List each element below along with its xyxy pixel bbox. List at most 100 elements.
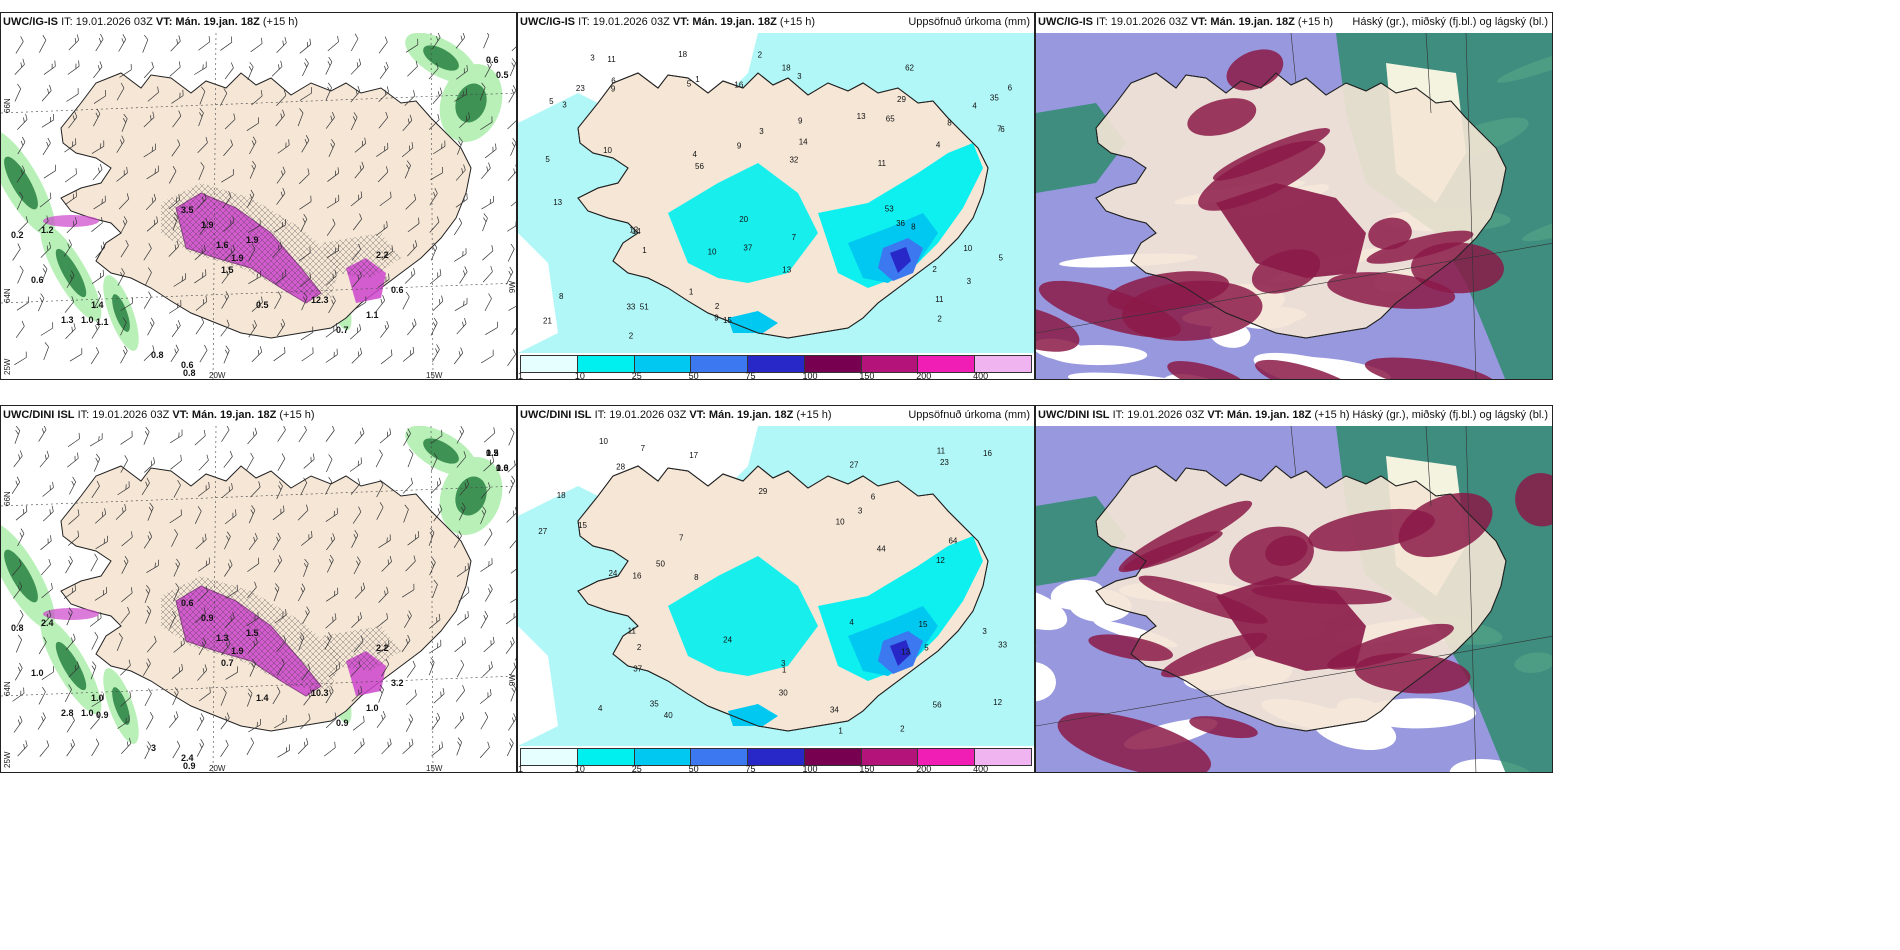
precip-value-label: 4 bbox=[849, 618, 854, 627]
wind-barb bbox=[454, 297, 468, 312]
wind-barb bbox=[146, 216, 158, 232]
wind-barb bbox=[508, 713, 516, 731]
precip-value-label: 16 bbox=[983, 449, 992, 458]
wind-barb bbox=[199, 218, 209, 235]
wind-barb bbox=[171, 139, 181, 157]
wind-barb bbox=[39, 450, 50, 468]
wind-barb bbox=[326, 587, 339, 602]
hatched-area bbox=[161, 183, 341, 298]
panel-header: UWC/IG-IS IT: 19.01.2026 03Z VT: Mán. 19… bbox=[520, 16, 816, 28]
colorbar-tick: 50 bbox=[688, 764, 699, 773]
wind-barb bbox=[402, 114, 413, 132]
wind-barb bbox=[249, 658, 256, 677]
wind-value-label: 1.6 bbox=[216, 240, 229, 250]
wind-barb bbox=[246, 612, 259, 627]
precip-value-label: 17 bbox=[689, 451, 698, 460]
wind-barb bbox=[456, 451, 467, 468]
lon-label: 20W bbox=[209, 764, 226, 773]
wind-barb bbox=[40, 322, 54, 336]
wind-barb bbox=[378, 111, 389, 129]
wind-value-label: 1.0 bbox=[81, 708, 94, 718]
wind-barb bbox=[117, 268, 125, 286]
wind-speed-area bbox=[423, 438, 459, 464]
wind-barb bbox=[95, 33, 104, 52]
wind-barb bbox=[116, 166, 128, 182]
wind-barb bbox=[457, 610, 469, 626]
wind-barb bbox=[403, 428, 411, 446]
wind-barb bbox=[221, 291, 229, 309]
precip-value-label: 5 bbox=[998, 253, 1003, 262]
mid-cloud bbox=[1167, 361, 1250, 379]
wind-barb bbox=[327, 167, 339, 182]
wind-barb bbox=[198, 637, 207, 655]
precip-value-label: 10 bbox=[963, 244, 972, 253]
wind-barb bbox=[195, 533, 207, 550]
lon-label: 9W bbox=[508, 281, 517, 293]
wind-barb bbox=[194, 429, 206, 446]
wind-barb bbox=[430, 242, 438, 261]
wind-barb bbox=[37, 712, 46, 730]
wind-barb bbox=[432, 344, 440, 362]
coastline bbox=[577, 72, 989, 339]
wind-barb bbox=[94, 587, 108, 601]
wind-barb bbox=[325, 507, 338, 522]
wind-barb bbox=[199, 344, 208, 363]
wind-barb bbox=[67, 530, 80, 546]
wind-barb bbox=[248, 270, 261, 285]
wind-barb bbox=[41, 84, 52, 102]
wind-barb bbox=[325, 56, 333, 75]
wind-barb bbox=[142, 34, 149, 53]
wind-barb bbox=[381, 245, 394, 261]
wind-value-label: 0.6 bbox=[496, 463, 509, 473]
wind-barb bbox=[376, 640, 390, 655]
wind-barb bbox=[274, 715, 287, 729]
wind-value-label: 0.9 bbox=[96, 710, 109, 720]
wind-barb bbox=[69, 348, 83, 362]
wind-barb bbox=[505, 636, 515, 654]
wind-barb bbox=[90, 553, 98, 572]
precip-value-label: 2 bbox=[629, 331, 634, 340]
colorbar-swatch bbox=[691, 749, 749, 765]
wind-barb bbox=[507, 348, 516, 366]
wind-barb bbox=[225, 584, 238, 599]
wind-value-label: 0.7 bbox=[221, 658, 234, 668]
colorbar-tick: 400 bbox=[973, 764, 989, 773]
wind-barb bbox=[95, 535, 108, 550]
wind-barb bbox=[14, 426, 21, 444]
mid-cloud bbox=[1327, 623, 1454, 670]
colorbar-swatch bbox=[634, 749, 692, 765]
wind-barb bbox=[325, 82, 332, 101]
precip-value-label: 3 bbox=[590, 54, 595, 63]
coastline bbox=[577, 465, 989, 732]
wind-barb bbox=[116, 633, 123, 652]
wind-barb bbox=[65, 555, 73, 574]
wind-barb bbox=[327, 35, 339, 52]
wind-barb bbox=[403, 504, 409, 523]
wind-barb bbox=[274, 291, 282, 310]
wind-barb bbox=[300, 326, 314, 341]
wind-barb bbox=[221, 638, 231, 656]
wind-barb bbox=[221, 426, 230, 442]
wind-barb bbox=[249, 136, 257, 155]
wind-barb bbox=[428, 62, 439, 80]
wind-barb bbox=[248, 243, 256, 262]
wind-barb bbox=[221, 266, 231, 284]
wind-barb bbox=[326, 244, 339, 259]
precip-value-label: 37 bbox=[743, 244, 752, 253]
wind-barb bbox=[431, 712, 441, 731]
precip-value-label: 62 bbox=[905, 63, 914, 72]
precip-value-label: 23 bbox=[576, 84, 585, 93]
wind-barb bbox=[455, 33, 466, 49]
colorbar-swatch bbox=[521, 749, 578, 765]
wind-barb bbox=[67, 432, 80, 448]
precip-map: 1212231114612635119104527423131837293651… bbox=[518, 33, 1034, 353]
wind-barb bbox=[224, 559, 233, 577]
wind-barb bbox=[381, 555, 392, 572]
wind-barb bbox=[353, 635, 364, 653]
wind-barb bbox=[405, 38, 419, 53]
wind-barb bbox=[508, 427, 515, 446]
colorbar-swatch bbox=[634, 356, 692, 372]
graticule bbox=[1036, 636, 1552, 727]
wind-barb bbox=[250, 37, 263, 53]
wind-barb bbox=[120, 691, 132, 707]
